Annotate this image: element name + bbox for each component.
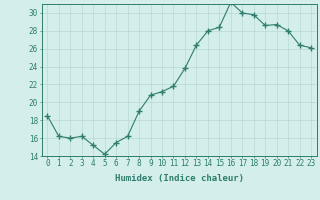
X-axis label: Humidex (Indice chaleur): Humidex (Indice chaleur) bbox=[115, 174, 244, 183]
